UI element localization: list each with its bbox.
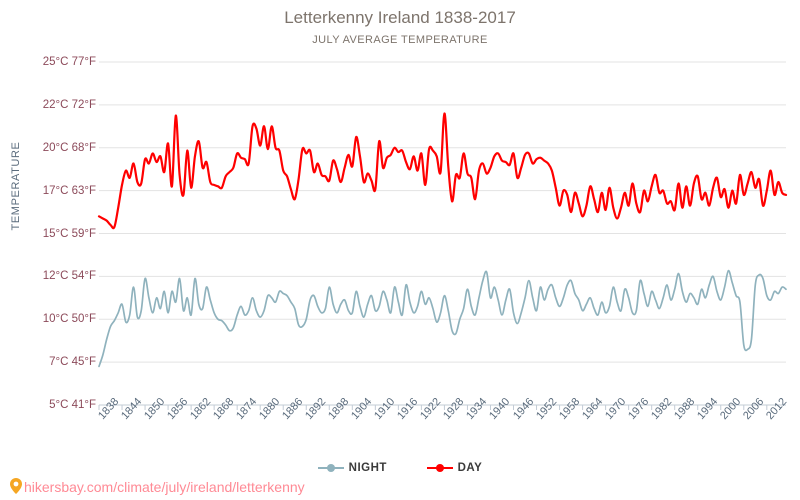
location-pin-icon — [10, 478, 22, 494]
legend-label-day: DAY — [457, 462, 483, 474]
night-line-swatch-icon — [317, 463, 344, 473]
y-axis-tick-6: 10°C 50°F — [42, 313, 96, 326]
y-axis-tick-1: 22°C 72°F — [42, 98, 96, 111]
source-url-text: hikersbay.com/climate/july/ireland/lette… — [24, 479, 305, 495]
y-axis-tick-0: 25°C 77°F — [42, 56, 96, 68]
y-axis-tick-5: 12°C 54°F — [42, 270, 96, 283]
source-url[interactable]: hikersbay.com/climate/july/ireland/lette… — [10, 478, 305, 495]
page-title: Letterkenny Ireland 1838-2017 — [284, 8, 516, 27]
day-line — [97, 112, 788, 230]
legend-label-night: NIGHT — [348, 462, 387, 474]
legend-item-night[interactable]: NIGHT — [317, 462, 387, 474]
day-line-swatch-icon — [426, 463, 453, 473]
y-axis-tick-3: 17°C 63°F — [42, 184, 96, 197]
chart-subtitle: JULY AVERAGE TEMPERATURE — [312, 34, 488, 46]
y-axis-tick-2: 20°C 68°F — [42, 141, 96, 154]
y-axis-tick-labels: 25°C 77°F 22°C 72°F 20°C 68°F 17°C 63°F 15°C… — [0, 0, 96, 500]
legend-item-day[interactable]: DAY — [426, 462, 483, 474]
night-line — [98, 269, 787, 368]
y-axis-tick-4: 15°C 59°F — [42, 227, 96, 240]
y-axis-tick-7: 7°C 45°F — [49, 356, 96, 369]
chart-legend: NIGHT DAY — [0, 462, 800, 474]
y-axis-tick-8: 5°C 41°F — [49, 399, 96, 411]
